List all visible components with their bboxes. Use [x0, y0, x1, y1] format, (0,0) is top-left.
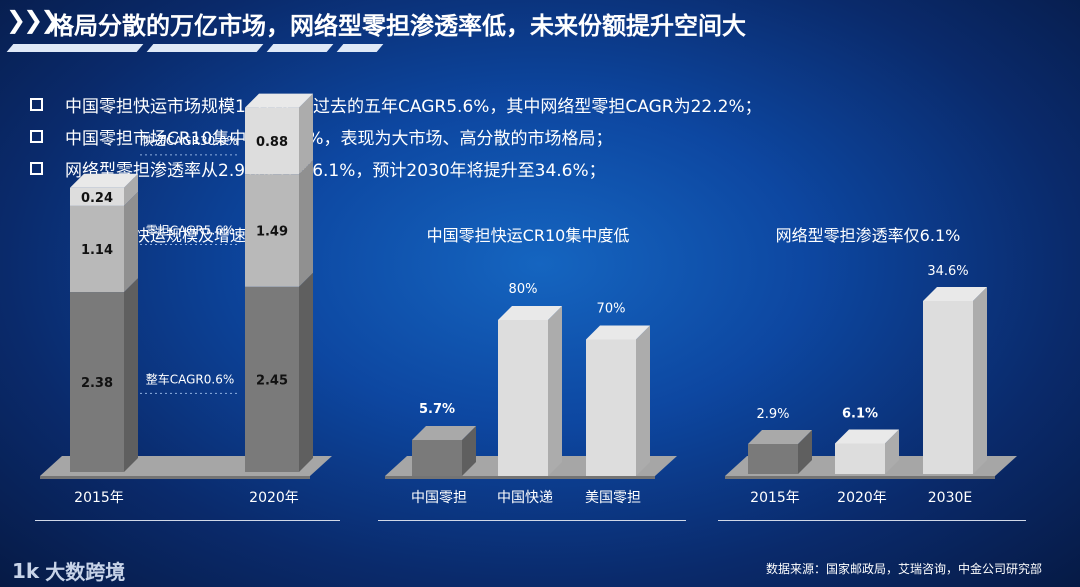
- chart1-bar-segment: [70, 205, 124, 293]
- chart2-bar-top: [498, 306, 562, 320]
- bullet-item: 中国零担快运市场规模1.5万亿，过去的五年CAGR5.6%，其中网络型零担CAG…: [30, 88, 762, 120]
- chart1-category-label: 2020年: [249, 490, 299, 506]
- chart1-bar-segment-side: [124, 278, 138, 472]
- chart3-bar-side: [798, 430, 812, 474]
- chart3-bar-top: [748, 430, 812, 444]
- chart2-bar-side: [636, 325, 650, 476]
- chart3-baseline-rule: [718, 520, 1026, 521]
- chart2-category-label: 中国快递: [497, 490, 553, 506]
- chart2-category-label: 美国零担: [585, 490, 641, 506]
- chart1-bar-segment-side: [124, 173, 138, 206]
- bullet-text: 中国零担快运市场规模1.5万亿，过去的五年CAGR5.6%，其中网络型零担CAG…: [65, 96, 762, 117]
- chart1-data-label: 1.49: [256, 224, 288, 239]
- chart3-floor-edge: [725, 476, 995, 479]
- bullet-item: 中国零担市场CR10集中度仅5.7%，表现为大市场、高分散的市场格局；: [30, 120, 762, 152]
- chart2-baseline-rule: [378, 520, 686, 521]
- bullet-text: 中国零担市场CR10集中度仅5.7%，表现为大市场、高分散的市场格局；: [65, 128, 613, 149]
- square-bullet-icon: [30, 161, 43, 175]
- source-note: 数据来源：国家邮政局，艾瑞咨询，中金公司研究部: [765, 562, 1042, 576]
- chart3-bar: [923, 301, 973, 474]
- chart1-data-label: 0.24: [81, 191, 113, 206]
- chart1-bar-segment: [70, 292, 124, 472]
- chart1-series-label: 快递CAGR30.0%: [142, 134, 238, 148]
- chart1-bar-segment-top: [70, 173, 138, 188]
- chart1-bar-segment-side: [299, 93, 313, 175]
- chart1-bar-segment-side: [124, 191, 138, 293]
- chart3-bar: [748, 444, 798, 474]
- square-bullet-icon: [30, 129, 43, 143]
- chart3-category-label: 2030E: [928, 490, 972, 506]
- header-bar: ❯❯❯ 格局分散的万亿市场，网络型零担渗透率低，未来份额提升空间大: [0, 0, 1080, 44]
- chart2-bar-top: [412, 426, 476, 440]
- chart1-bar-segment: [245, 107, 299, 175]
- chart1-data-label: 0.88: [256, 135, 288, 150]
- chart3-bar-top: [923, 287, 987, 301]
- chart2-bar: [498, 320, 548, 476]
- chart1-category-label: 2015年: [74, 490, 124, 506]
- logo-text: 大数跨境: [45, 560, 126, 584]
- bullet-text: 网络型零担渗透率从2.9%提升至6.1%，预计2030年将提升至34.6%；: [65, 160, 606, 181]
- chart3-title: 网络型零担渗透率仅6.1%: [775, 226, 961, 245]
- square-bullet-icon: [30, 97, 43, 111]
- chart2-data-label: 80%: [509, 282, 538, 297]
- chart2-category-label: 中国零担: [411, 490, 467, 506]
- logo-mark-icon: 1k: [12, 558, 40, 583]
- chart3-bar: [835, 443, 885, 474]
- chart1-series-label: 零担CAGR5.6%: [146, 223, 235, 237]
- chart1-data-label: 2.45: [256, 373, 288, 388]
- chart1-floor-edge: [40, 476, 310, 479]
- chart2-bar: [412, 440, 462, 476]
- chart2-title: 中国零担快运CR10集中度低: [426, 226, 630, 245]
- chart2-data-label: 5.7%: [419, 402, 455, 417]
- chart1-bar-segment-side: [299, 160, 313, 287]
- chart1-bar-segment-side: [299, 272, 313, 472]
- chevrons-icon: ❯❯❯: [6, 6, 60, 34]
- chart1-series-label: 整车CAGR0.6%: [146, 371, 235, 386]
- chart1-bar-segment: [70, 187, 124, 206]
- chart2-floor-edge: [385, 476, 655, 479]
- chart3-category-label: 2015年: [750, 490, 800, 506]
- chart1-bar-segment: [245, 286, 299, 472]
- chart2-bar-side: [462, 426, 476, 476]
- chart3-data-label: 2.9%: [756, 407, 789, 422]
- chart3-bar-side: [885, 429, 899, 474]
- chart1-baseline-rule: [35, 520, 340, 521]
- chart2-bar-top: [586, 325, 650, 340]
- page-title: 格局分散的万亿市场，网络型零担渗透率低，未来份额提升空间大: [50, 12, 746, 40]
- chart1-bar-segment: [245, 174, 299, 287]
- chart1-data-label: 2.38: [81, 376, 113, 391]
- chart2-bar: [586, 339, 636, 476]
- chart3-bar-top: [835, 429, 899, 444]
- bullet-item: 网络型零担渗透率从2.9%提升至6.1%，预计2030年将提升至34.6%；: [30, 152, 762, 184]
- chart2-data-label: 70%: [597, 302, 626, 317]
- chart3-category-label: 2020年: [837, 490, 887, 506]
- chart3-bar-side: [973, 287, 987, 474]
- chart3-data-label: 34.6%: [927, 264, 968, 279]
- chart3-data-label: 6.1%: [842, 407, 878, 422]
- chart2-bar-side: [548, 306, 562, 476]
- chart1-bar-segment-top: [245, 93, 313, 108]
- bullet-list: 中国零担快运市场规模1.5万亿，过去的五年CAGR5.6%，其中网络型零担CAG…: [30, 88, 762, 184]
- chart1-data-label: 1.14: [81, 243, 113, 258]
- logo: 1k 大数跨境: [12, 556, 125, 585]
